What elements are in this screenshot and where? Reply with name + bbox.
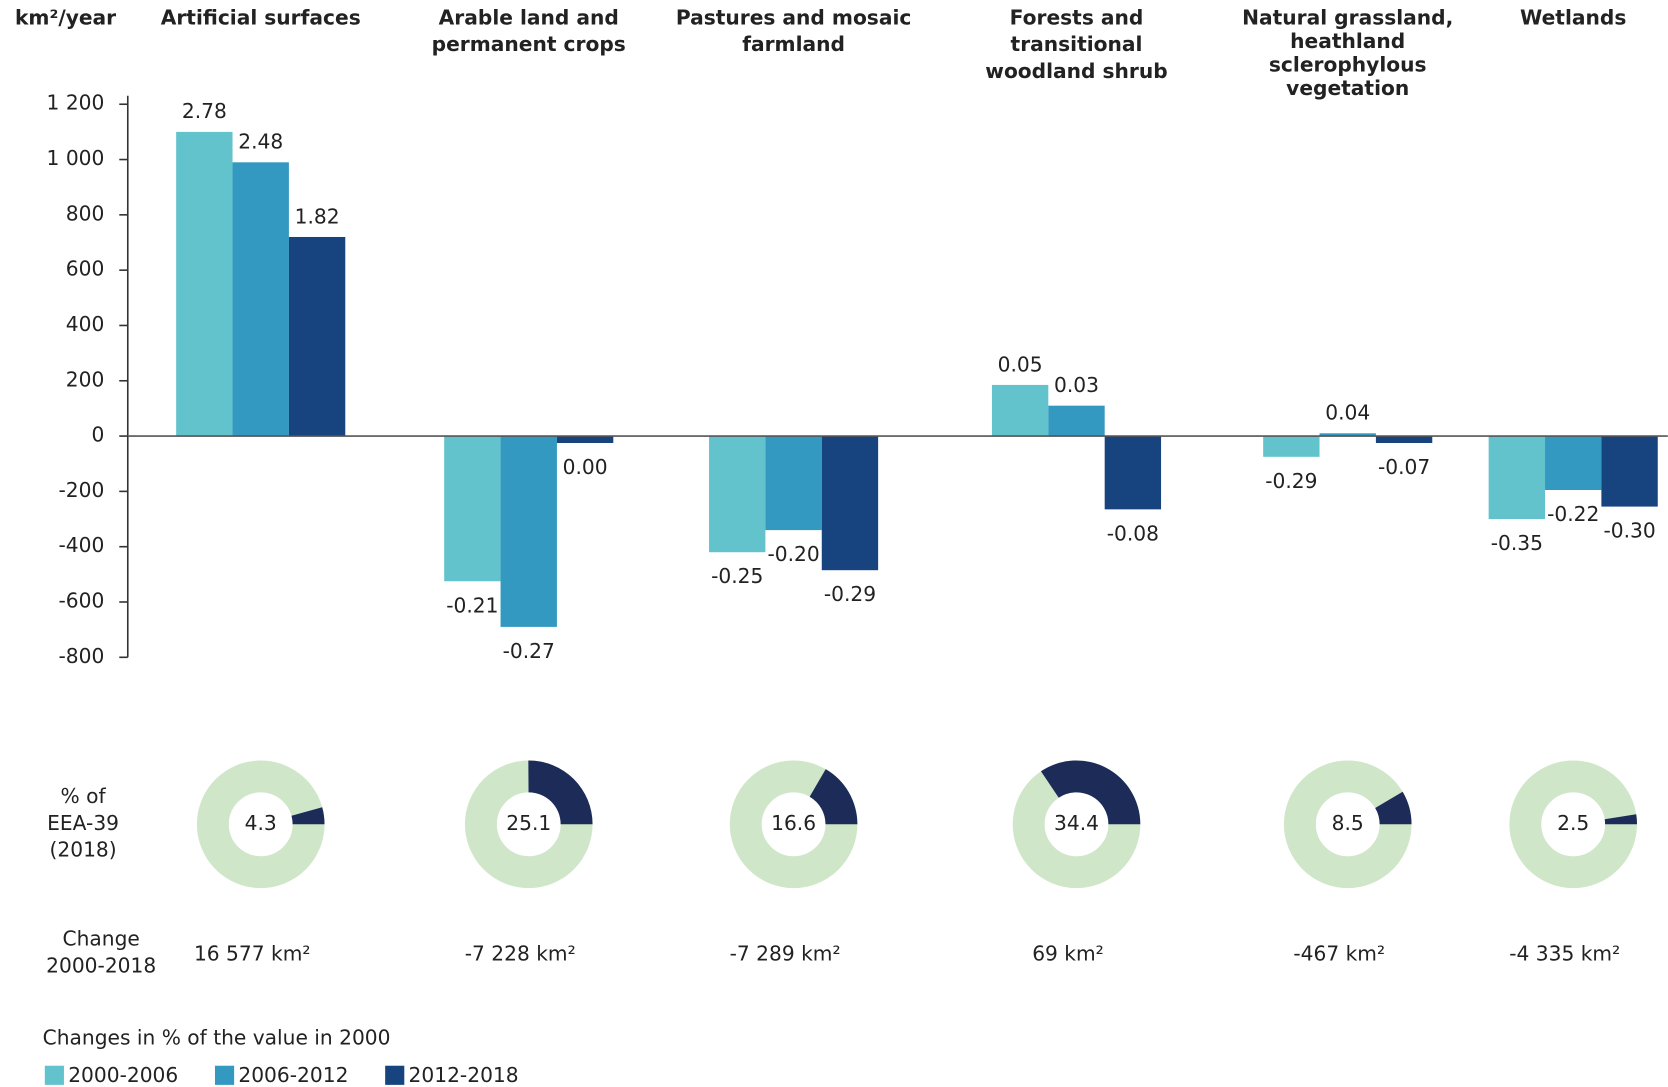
category-label: Forests and [1010, 6, 1144, 30]
bar-change-label: 0.04 [1325, 401, 1370, 425]
donut-label: 8.5 [1332, 811, 1364, 835]
category-label: woodland shrub [985, 59, 1167, 83]
legend-swatch [44, 1065, 64, 1085]
bar [444, 436, 501, 582]
bar-change-label: -0.21 [446, 593, 498, 617]
bar [821, 436, 879, 571]
bar [176, 131, 233, 437]
bar-change-label: 0.05 [998, 352, 1043, 376]
bar [1263, 436, 1320, 457]
y-tick-label: 600 [66, 257, 105, 281]
donut-label: 34.4 [1054, 811, 1099, 835]
legend-swatch [214, 1065, 235, 1085]
bar [1601, 436, 1658, 507]
y-tick-label: 800 [66, 201, 105, 225]
donut-segment [1604, 814, 1638, 825]
y-tick-label: 400 [66, 312, 105, 336]
change-value: -467 km² [1293, 942, 1385, 966]
bar [709, 436, 766, 553]
shares-title: EEA-39 [47, 811, 119, 835]
donut-label: 25.1 [506, 811, 551, 835]
donut-segment [528, 760, 593, 825]
category-label: Natural grassland, [1242, 6, 1453, 30]
y-axis-unit: km²/year [15, 6, 116, 30]
bar-change-label: -0.22 [1547, 502, 1599, 526]
bar-change-label: -0.07 [1378, 455, 1430, 479]
donut-segment [291, 807, 325, 825]
bar [556, 436, 614, 443]
bar-change-label: -0.20 [767, 542, 819, 566]
category-label: Wetlands [1520, 6, 1626, 30]
bar-change-label: -0.27 [503, 639, 555, 663]
category-label: Pastures and mosaic [676, 6, 912, 30]
bar-change-label: -0.08 [1107, 521, 1159, 545]
legend-label: 2006-2012 [238, 1063, 348, 1087]
bar [1375, 436, 1433, 443]
bar [991, 384, 1049, 437]
category-label: heathland [1290, 29, 1405, 53]
shares-title: % of [61, 784, 107, 808]
shares-title: (2018) [50, 837, 117, 861]
category-label: Arable land and [439, 6, 619, 30]
y-tick-label: 0 [92, 423, 105, 447]
bar [1104, 436, 1162, 510]
y-tick-label: 1 200 [47, 91, 105, 115]
donut-segment [1040, 760, 1141, 825]
change-value: 69 km² [1032, 942, 1104, 966]
bar [1048, 405, 1105, 437]
y-tick-label: 200 [66, 367, 105, 391]
legend-swatch [385, 1065, 405, 1085]
y-tick-label: -600 [59, 588, 105, 612]
change-value: -7 228 km² [465, 942, 576, 966]
category-label: Artificial surfaces [161, 6, 361, 30]
bar-change-label: 1.82 [295, 204, 340, 228]
legend-title: Changes in % of the value in 2000 [43, 1026, 391, 1050]
bar [232, 162, 289, 437]
legend-label: 2000-2006 [68, 1063, 178, 1087]
bar-change-label: 0.00 [563, 455, 608, 479]
category-label: permanent crops [432, 32, 626, 56]
bar [1319, 433, 1376, 437]
change-value: 16 577 km² [194, 942, 311, 966]
change-value: -4 335 km² [1509, 942, 1620, 966]
legend-label: 2012-2018 [409, 1063, 519, 1087]
bar [765, 436, 822, 531]
y-tick-label: -200 [59, 478, 105, 502]
donut-segment [809, 769, 858, 825]
bar-change-label: 0.03 [1054, 373, 1099, 397]
bar-change-label: -0.30 [1603, 519, 1655, 543]
bar [288, 236, 346, 437]
category-label: transitional [1011, 32, 1143, 56]
category-label: farmland [742, 32, 845, 56]
bar-change-label: -0.29 [824, 582, 876, 606]
y-tick-label: 1 000 [47, 146, 105, 170]
donut-segment [1375, 791, 1412, 825]
bar-change-label: -0.35 [1491, 531, 1543, 555]
donut-label: 4.3 [245, 811, 277, 835]
category-label: sclerophylous [1269, 52, 1427, 76]
change-value: -7 289 km² [730, 942, 841, 966]
bar-change-label: -0.25 [711, 564, 763, 588]
bar [1488, 436, 1546, 520]
bar [1545, 436, 1602, 491]
bar-change-label: 2.48 [238, 130, 283, 154]
y-tick-label: -800 [59, 644, 105, 668]
category-label: vegetation [1286, 76, 1409, 100]
donut-label: 2.5 [1557, 811, 1589, 835]
change-title: 2000-2018 [46, 953, 156, 977]
bar-change-label: 2.78 [182, 99, 227, 123]
bar [500, 436, 557, 627]
y-tick-label: -400 [59, 533, 105, 557]
bar-change-label: -0.29 [1265, 469, 1317, 493]
change-title: Change [63, 927, 140, 951]
donut-label: 16.6 [771, 811, 816, 835]
